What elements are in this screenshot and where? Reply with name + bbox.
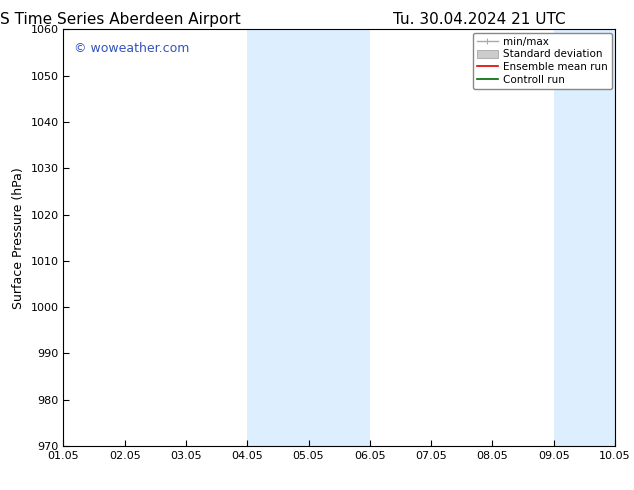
Text: Tu. 30.04.2024 21 UTC: Tu. 30.04.2024 21 UTC [393, 12, 566, 27]
Bar [247, 29, 370, 446]
Bar [553, 29, 615, 446]
Y-axis label: Surface Pressure (hPa): Surface Pressure (hPa) [12, 167, 25, 309]
Legend: min/max, Standard deviation, Ensemble mean run, Controll run: min/max, Standard deviation, Ensemble me… [473, 32, 612, 89]
Text: ENS Time Series Aberdeen Airport: ENS Time Series Aberdeen Airport [0, 12, 241, 27]
Text: © woweather.com: © woweather.com [74, 42, 190, 55]
